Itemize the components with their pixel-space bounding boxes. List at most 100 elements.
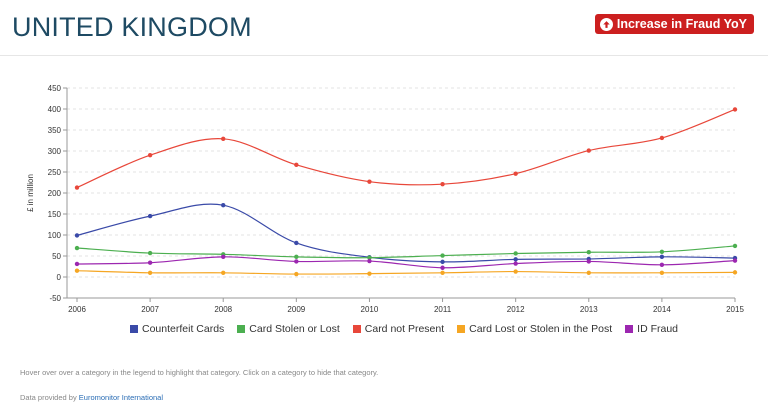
- data-point-card-not-present: [294, 162, 299, 168]
- data-point-card-stolen-or-lost: [732, 243, 738, 249]
- y-tick-label: 100: [48, 231, 62, 240]
- legend-item[interactable]: Counterfeit Cards: [130, 323, 224, 335]
- x-tick-label: 2011: [434, 305, 452, 314]
- data-source: Data provided by Euromonitor Internation…: [20, 393, 163, 402]
- data-point-card-not-present: [367, 179, 372, 184]
- legend-label: Card Stolen or Lost: [249, 323, 340, 335]
- data-point-card-not-present: [586, 148, 591, 153]
- data-point-id-fraud: [659, 262, 665, 268]
- data-point-id-fraud: [294, 259, 299, 264]
- data-point-card-not-present: [513, 171, 518, 176]
- y-tick-label: 350: [48, 126, 62, 135]
- data-point-card-not-present: [221, 136, 226, 142]
- legend-swatch: [625, 325, 634, 333]
- data-point-card-not-present: [74, 185, 80, 190]
- data-point-card-not-present: [732, 107, 738, 112]
- data-point-id-fraud: [367, 258, 372, 264]
- y-tick-label: 300: [48, 147, 62, 156]
- data-point-card-stolen-or-lost: [440, 253, 445, 258]
- data-point-card-lost-or-stolen-in-the-post: [221, 270, 226, 275]
- y-tick-label: 50: [52, 252, 61, 261]
- chart-legend: Counterfeit Cards Card Stolen or Lost Card…: [130, 323, 678, 335]
- data-point-id-fraud: [74, 261, 80, 267]
- legend-swatch: [457, 325, 466, 333]
- y-tick-label: 0: [57, 273, 62, 282]
- data-point-card-lost-or-stolen-in-the-post: [294, 271, 299, 277]
- legend-label: Card Lost or Stolen in the Post: [469, 323, 613, 335]
- data-point-card-lost-or-stolen-in-the-post: [732, 270, 738, 275]
- data-point-counterfeit-cards: [147, 213, 153, 219]
- y-tick-label: 200: [48, 189, 62, 198]
- x-tick-label: 2008: [214, 305, 232, 314]
- series-line-id-fraud: [76, 256, 736, 269]
- y-tick-label: -50: [49, 294, 61, 303]
- legend-item[interactable]: Card Stolen or Lost: [237, 323, 340, 335]
- data-point-card-not-present: [659, 135, 665, 141]
- data-point-id-fraud: [586, 259, 591, 264]
- legend-label: ID Fraud: [637, 323, 679, 335]
- legend-swatch: [352, 325, 361, 333]
- data-point-counterfeit-cards: [74, 233, 80, 238]
- series-line-card-lost-or-stolen-in-the-post: [76, 270, 736, 275]
- y-tick-label: 400: [48, 105, 62, 114]
- chart-container: 450 400 350 300 250 200 150 100 50 0 -50 2006 2007 20…: [0, 70, 768, 370]
- data-point-card-stolen-or-lost: [74, 245, 80, 251]
- legend-swatch: [130, 325, 138, 333]
- arrow-up-circle-icon: [599, 17, 613, 31]
- x-tick-label: 2006: [68, 305, 86, 314]
- data-point-id-fraud: [221, 254, 226, 260]
- data-point-card-lost-or-stolen-in-the-post: [440, 270, 445, 275]
- data-point-card-stolen-or-lost: [367, 255, 372, 260]
- data-point-id-fraud: [147, 260, 153, 265]
- data-point-card-lost-or-stolen-in-the-post: [586, 270, 591, 275]
- legend-item[interactable]: Card Lost or Stolen in the Post: [457, 323, 612, 335]
- data-point-counterfeit-cards: [659, 254, 665, 260]
- data-point-card-lost-or-stolen-in-the-post: [513, 269, 518, 274]
- x-tick-label: 2014: [653, 305, 671, 314]
- data-point-card-lost-or-stolen-in-the-post: [74, 268, 80, 273]
- data-point-counterfeit-cards: [221, 202, 226, 208]
- series-line-counterfeit-cards: [76, 203, 736, 263]
- y-tick-label: 450: [48, 84, 62, 93]
- legend-label: Counterfeit Cards: [142, 323, 225, 335]
- data-point-id-fraud: [732, 258, 738, 263]
- series-line-card-not-present: [76, 108, 736, 189]
- data-point-id-fraud: [440, 265, 445, 270]
- page-title: UNITED KINGDOM: [12, 12, 252, 42]
- data-point-card-not-present: [440, 181, 445, 187]
- fraud-line-chart: 450 400 350 300 250 200 150 100 50 0 -50 2006 2007 20…: [26, 84, 744, 314]
- x-tick-label: 2007: [141, 305, 159, 314]
- header-divider: [0, 55, 768, 56]
- data-point-counterfeit-cards: [294, 240, 299, 246]
- series-line-card-stolen-or-lost: [76, 245, 736, 259]
- data-point-card-stolen-or-lost: [147, 250, 153, 256]
- source-prefix: Data provided by: [20, 393, 79, 402]
- data-point-card-not-present: [147, 153, 153, 158]
- data-point-counterfeit-cards: [513, 257, 518, 262]
- x-tick-label: 2010: [361, 305, 379, 314]
- data-point-card-stolen-or-lost: [294, 254, 299, 260]
- data-point-card-stolen-or-lost: [586, 250, 591, 255]
- increase-in-fraud-badge[interactable]: Increase in Fraud YoY: [594, 14, 754, 34]
- data-point-card-stolen-or-lost: [513, 251, 518, 256]
- x-tick-label: 2012: [507, 305, 525, 314]
- legend-label: Card not Present: [364, 323, 445, 335]
- euromonitor-link[interactable]: Euromonitor International: [78, 393, 164, 402]
- y-axis-label: £ in million: [26, 174, 35, 212]
- legend-hint-text: Hover over over a category in the legend…: [20, 368, 379, 377]
- badge-label: Increase in Fraud YoY: [616, 17, 747, 31]
- x-tick-label: 2013: [580, 305, 598, 314]
- legend-item[interactable]: ID Fraud: [625, 323, 678, 335]
- data-point-id-fraud: [513, 261, 518, 266]
- y-tick-label: 150: [48, 210, 62, 219]
- data-point-card-lost-or-stolen-in-the-post: [367, 271, 372, 276]
- x-tick-label: 2009: [287, 305, 305, 314]
- data-point-counterfeit-cards: [440, 259, 445, 265]
- data-point-card-lost-or-stolen-in-the-post: [659, 270, 665, 275]
- legend-item[interactable]: Card not Present: [352, 323, 445, 335]
- data-point-card-stolen-or-lost: [659, 249, 665, 254]
- x-tick-label: 2015: [726, 305, 744, 314]
- data-point-card-lost-or-stolen-in-the-post: [147, 270, 153, 275]
- y-tick-label: 250: [48, 168, 62, 177]
- legend-swatch: [237, 325, 246, 333]
